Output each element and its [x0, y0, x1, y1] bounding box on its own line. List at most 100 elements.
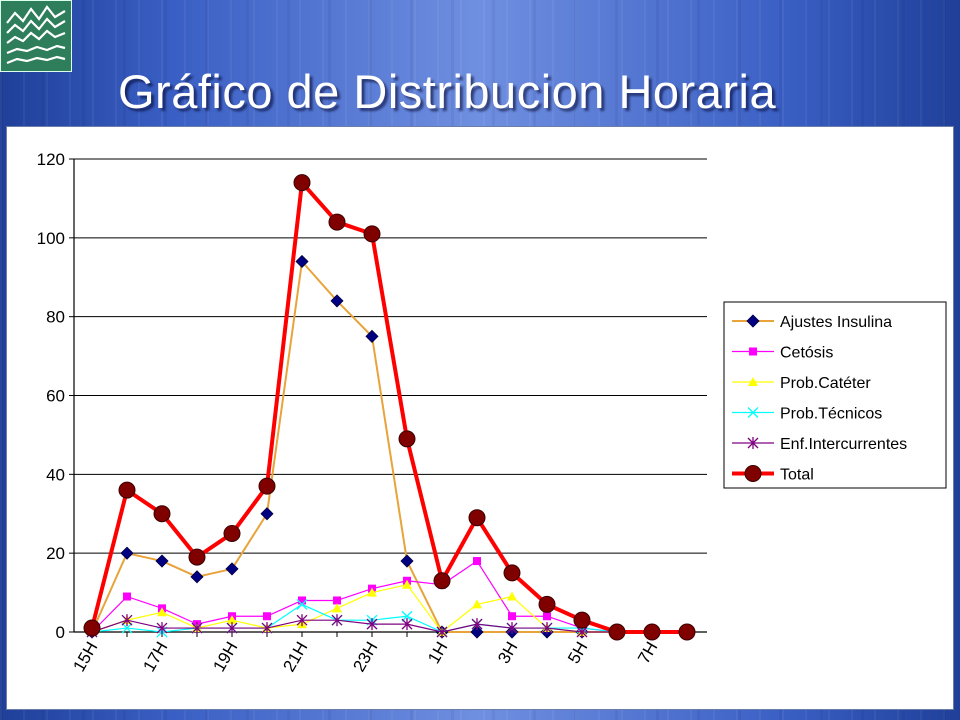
- data-point: [538, 595, 556, 613]
- data-point: [402, 579, 412, 589]
- legend-item: Enf.Intercurrentes: [732, 436, 907, 453]
- data-point: [471, 618, 483, 631]
- y-tick-label: 0: [56, 623, 65, 642]
- x-tick-label: 7H: [634, 639, 661, 667]
- x-tick-label: 15H: [69, 639, 101, 676]
- data-point: [541, 622, 553, 635]
- x-tick-label: 19H: [209, 639, 241, 676]
- data-point: [188, 548, 206, 566]
- y-tick-label: 60: [46, 387, 65, 406]
- data-point: [118, 481, 136, 499]
- data-point: [747, 437, 759, 449]
- data-point: [573, 611, 591, 629]
- series-line: [91, 603, 687, 633]
- data-point: [261, 622, 273, 635]
- data-point: [473, 557, 481, 566]
- legend: Ajustes Insulina Cetósis Prob.Catéter Prob.…: [723, 301, 947, 489]
- data-point: [258, 477, 276, 495]
- chart-panel: 0 20 40 60 80 100 120 15H 17H 19H 21H 23H 1H 3H 5H 7H A…: [6, 126, 954, 710]
- data-point: [83, 619, 101, 637]
- distribution-chart: 0 20 40 60 80 100 120 15H 17H 19H 21H 23H 1H 3H 5H 7H A…: [37, 150, 947, 676]
- data-point: [433, 572, 451, 590]
- data-point: [121, 622, 133, 634]
- data-point: [191, 622, 203, 635]
- legend-box: [723, 301, 947, 489]
- series-line: [91, 619, 687, 633]
- legend-label: Cetósis: [780, 345, 833, 362]
- x-tick-label: 23H: [349, 639, 381, 676]
- series-line: [90, 180, 687, 634]
- data-point: [367, 587, 377, 597]
- data-point: [506, 622, 518, 635]
- legend-label: Prob.Catéter: [780, 375, 871, 392]
- data-point: [331, 614, 343, 627]
- data-point: [121, 614, 133, 627]
- data-point: [365, 329, 379, 343]
- data-point: [293, 174, 311, 192]
- x-tick-label: 17H: [139, 639, 171, 676]
- data-point: [543, 612, 551, 621]
- logo: [0, 0, 72, 72]
- data-point: [507, 591, 517, 601]
- legend-label: Total: [780, 467, 814, 484]
- data-point: [157, 607, 167, 617]
- data-point: [332, 603, 342, 613]
- data-point: [401, 610, 413, 622]
- data-point: [401, 618, 413, 631]
- data-point: [508, 612, 516, 621]
- data-point: [749, 347, 757, 356]
- legend-label: Prob.Técnicos: [780, 406, 882, 423]
- data-point: [468, 509, 486, 527]
- data-point: [296, 598, 308, 610]
- data-point: [223, 524, 241, 542]
- data-point: [155, 554, 169, 568]
- data-point: [328, 213, 346, 231]
- data-point: [744, 465, 762, 482]
- y-tick-label: 100: [37, 229, 65, 248]
- data-point: [366, 618, 378, 631]
- x-tick-label: 3H: [494, 639, 521, 667]
- data-point: [746, 314, 760, 328]
- data-point: [263, 612, 271, 621]
- legend-label: Enf.Intercurrentes: [780, 436, 907, 453]
- x-tick-label: 21H: [279, 639, 311, 676]
- data-point: [153, 505, 171, 523]
- data-point: [296, 614, 308, 627]
- y-tick-label: 20: [46, 544, 65, 563]
- data-point: [298, 596, 306, 605]
- data-point: [333, 596, 341, 605]
- grid-lines: [74, 158, 707, 554]
- data-point: [608, 623, 626, 641]
- data-point: [190, 570, 204, 584]
- data-point: [227, 615, 237, 625]
- legend-item: Prob.Técnicos: [732, 406, 882, 423]
- data-point: [260, 507, 274, 521]
- legend-label: Ajustes Insulina: [780, 314, 892, 331]
- data-point: [400, 554, 414, 568]
- slide-title: Gráfico de Distribucion Horaria: [118, 65, 777, 118]
- legend-item: Total: [732, 465, 814, 484]
- data-point: [120, 546, 134, 560]
- data-point: [156, 622, 168, 635]
- x-tick-label: 5H: [564, 639, 591, 667]
- series-lines: [83, 174, 696, 641]
- data-point: [748, 377, 758, 386]
- data-point: [295, 254, 309, 269]
- data-point: [123, 592, 131, 601]
- data-point: [503, 564, 521, 582]
- data-point: [398, 430, 416, 448]
- data-point: [472, 599, 482, 609]
- data-point: [747, 407, 759, 418]
- data-point: [436, 626, 448, 638]
- legend-item: Ajustes Insulina: [732, 314, 892, 331]
- x-tick-label: 1H: [424, 639, 451, 667]
- series-0: [85, 254, 694, 639]
- y-tick-label: 120: [37, 150, 65, 169]
- y-tick-label: 40: [46, 465, 65, 484]
- data-point: [470, 625, 484, 639]
- data-point: [643, 623, 661, 641]
- legend-item: Cetósis: [732, 345, 833, 362]
- data-point: [225, 562, 239, 576]
- y-tick-label: 80: [46, 308, 65, 327]
- legend-item: Prob.Catéter: [732, 375, 871, 392]
